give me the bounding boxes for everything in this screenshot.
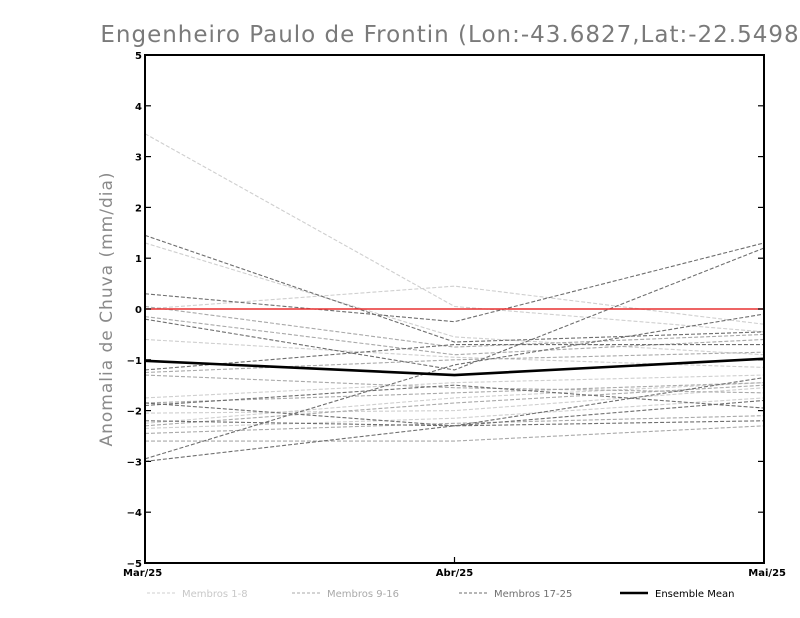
chart-title: Engenheiro Paulo de Frontin (Lon:-43.682… [100,22,800,48]
member-line [144,285,765,325]
x-tick-label: Abr/25 [436,568,473,579]
y-axis-ticks: −5 −4 −3 −2 −1 0 1 2 3 4 5 [127,51,764,570]
y-tick-label: −5 [127,559,142,570]
y-tick-label: 1 [135,254,142,265]
y-tick-label: 0 [135,305,142,316]
legend-label: Membros 17-25 [494,589,572,600]
member-line [144,377,765,462]
member-line [144,384,765,427]
member-line [144,374,765,399]
member-line [144,242,765,323]
plot-lines [144,133,765,462]
member-line [144,313,765,460]
x-axis-ticks: Mar/25 Abr/25 Mai/25 [123,557,786,579]
member-line [144,399,765,427]
member-line [144,415,765,435]
legend-label: Ensemble Mean [655,589,734,600]
member-line [144,374,765,394]
y-tick-label: −1 [127,356,142,367]
legend-label: Membros 9-16 [327,589,399,600]
member-line [144,402,765,427]
member-line [144,382,765,404]
y-tick-label: −3 [127,457,142,468]
y-tick-label: −4 [127,508,142,519]
y-tick-label: 4 [135,102,142,113]
member-line [144,133,765,333]
x-tick-label: Mai/25 [748,568,786,579]
y-tick-label: −2 [127,407,142,418]
member-line [144,305,765,348]
member-line [144,234,765,343]
y-axis-label: Anomalia de Chuva (mm/dia) [97,171,117,446]
y-tick-label: 5 [135,51,142,62]
legend: Membros 1-8 Membros 9-16 Membros 17-25 Ense… [147,589,734,600]
member-line [145,425,765,442]
member-line [144,247,765,371]
y-tick-label: 3 [135,153,142,164]
member-line [144,351,765,374]
member-line [144,384,765,409]
member-line [144,344,764,371]
legend-label: Membros 1-8 [182,589,248,600]
member-line [144,242,765,356]
member-line [144,387,765,414]
member-line [144,397,765,429]
member-line [144,382,765,424]
y-tick-label: 2 [135,203,142,214]
ensemble-mean-line [144,357,765,377]
x-tick-label: Mar/25 [123,568,162,579]
